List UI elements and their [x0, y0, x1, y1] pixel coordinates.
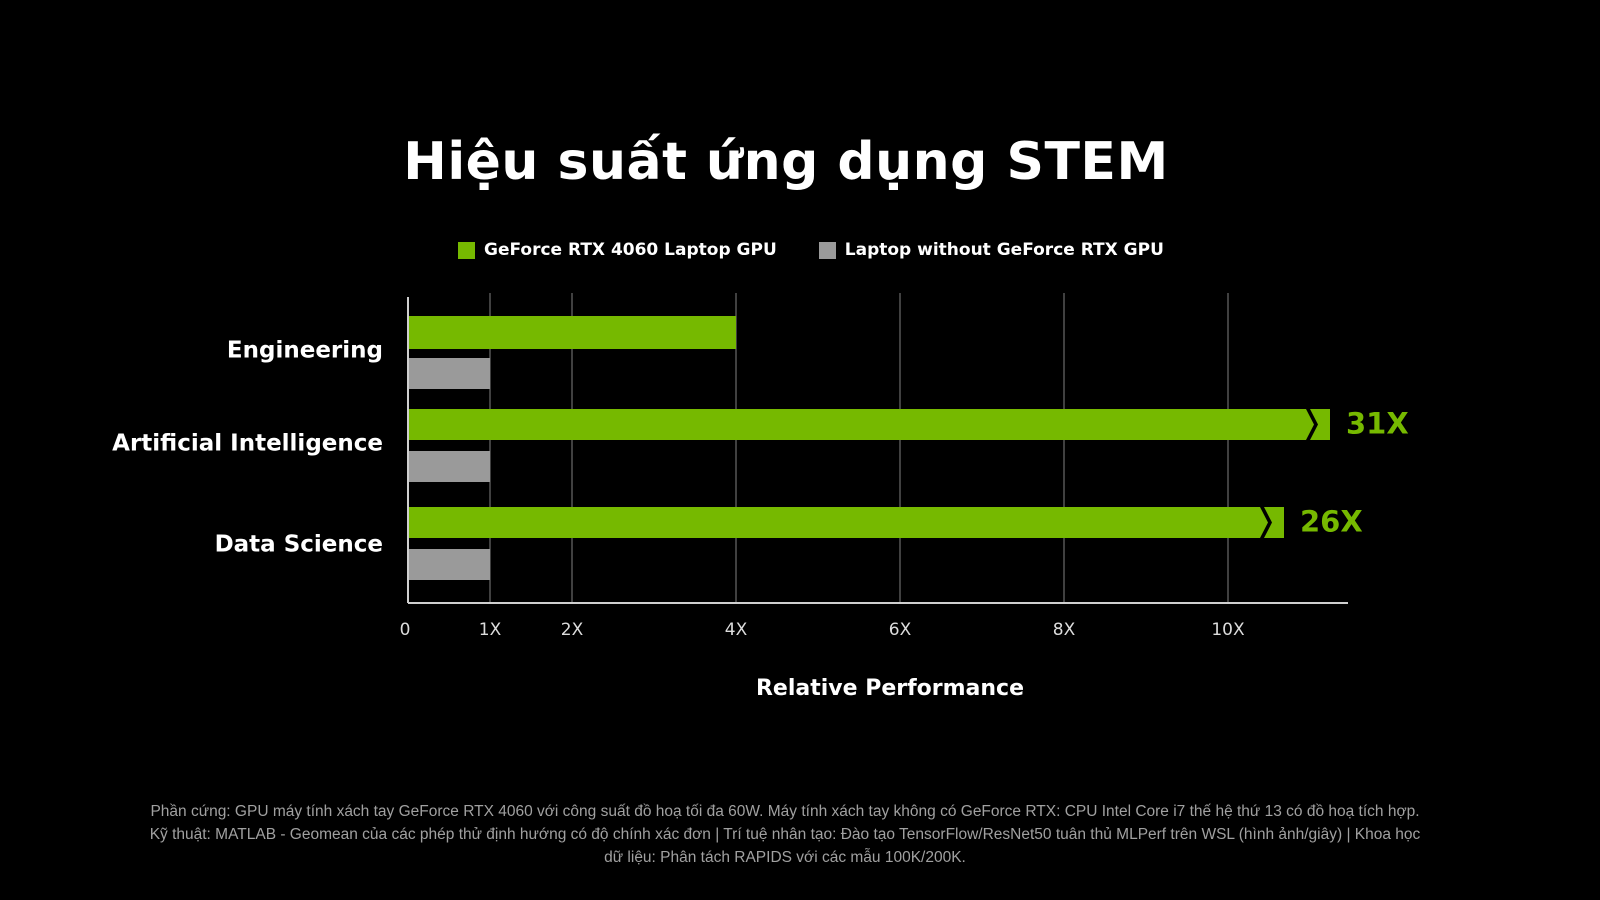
category-label: Artificial Intelligence [112, 431, 383, 457]
legend-item-no-rtx: Laptop without GeForce RTX GPU [818, 240, 1164, 260]
x-tick-label: 4X [725, 620, 748, 640]
legend-swatch-no-rtx [818, 241, 836, 259]
x-tick-label: 10X [1211, 620, 1245, 640]
bar-rtx [408, 507, 1260, 538]
bar-rtx [408, 409, 1306, 440]
data-label: 31X [1346, 407, 1409, 441]
x-tick-label: 2X [561, 620, 584, 640]
bar-break-chevron [1246, 507, 1268, 538]
legend-label-no-rtx: Laptop without GeForce RTX GPU [844, 240, 1164, 260]
x-tick-label: 0 [400, 620, 411, 640]
legend-swatch-rtx [458, 241, 475, 259]
legend: GeForce RTX 4060 Laptop GPU Laptop witho… [458, 238, 1164, 262]
bar-no-rtx [408, 549, 490, 580]
bar-no-rtx [408, 358, 490, 389]
category-label: Engineering [227, 338, 383, 364]
category-label: Data Science [215, 532, 383, 558]
x-tick-label: 6X [889, 620, 912, 640]
x-tick-label: 1X [479, 620, 502, 640]
bar-no-rtx [408, 451, 490, 482]
footnote: Phần cứng: GPU máy tính xách tay GeForce… [149, 803, 1421, 866]
x-axis-title: Relative Performance [756, 676, 1024, 701]
legend-item-rtx: GeForce RTX 4060 Laptop GPU [458, 240, 777, 260]
x-tick-label: 8X [1053, 620, 1076, 640]
chart-title: Hiệu suất ứng dụng STEM [403, 132, 1169, 192]
bar-break-end [1264, 507, 1284, 538]
data-label: 26X [1300, 505, 1363, 539]
bar-break-end [1310, 409, 1330, 440]
legend-label-rtx: GeForce RTX 4060 Laptop GPU [484, 240, 777, 260]
bar-rtx [408, 316, 736, 349]
bar-break-chevron [1292, 409, 1314, 440]
